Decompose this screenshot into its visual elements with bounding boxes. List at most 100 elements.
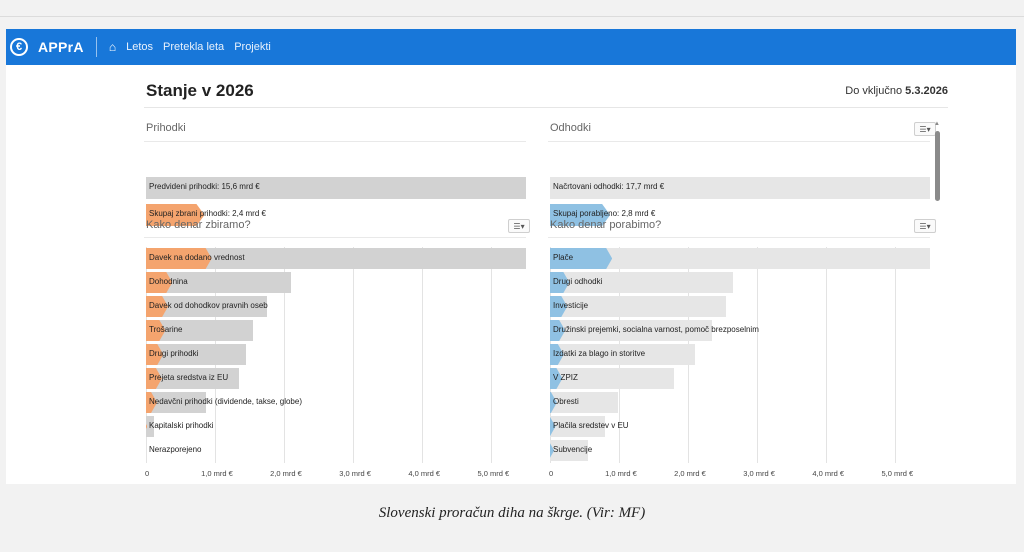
planned-bar[interactable]	[146, 416, 155, 437]
realised-bar[interactable]	[550, 416, 556, 437]
bar-fill	[146, 177, 526, 199]
grid-line	[284, 247, 286, 463]
x-tick-label: 2,0 mrd €	[674, 469, 706, 478]
realised-bar[interactable]	[146, 344, 163, 365]
planned-bar[interactable]	[146, 392, 207, 413]
x-tick-label: 4,0 mrd €	[812, 469, 845, 478]
scroll-up-icon[interactable]: ▲	[934, 121, 940, 127]
grid-line	[491, 247, 493, 463]
realised-bar[interactable]	[550, 368, 562, 389]
bar-label: Načrtovani odhodki: 17,7 mrd €	[553, 182, 665, 191]
planned-bar[interactable]	[550, 272, 734, 293]
summary-bar-planned: Načrtovani odhodki: 17,7 mrd €	[550, 177, 930, 199]
category-label: Subvencije	[553, 445, 593, 454]
section-title-odhodki: Odhodki	[550, 122, 591, 134]
home-icon[interactable]: ⌂	[108, 40, 117, 54]
planned-bar[interactable]	[146, 368, 240, 389]
category-label: Dohodnina	[149, 277, 188, 286]
chart-menu-button[interactable]: ☰▾	[914, 219, 936, 233]
planned-bar[interactable]	[550, 440, 588, 461]
bar-label: Skupaj zbrani prihodki: 2,4 mrd €	[149, 209, 266, 218]
x-tick-label: 3,0 mrd €	[339, 469, 371, 478]
realised-bar[interactable]	[146, 296, 168, 317]
bar-label: Skupaj porabljeno: 2,8 mrd €	[553, 209, 656, 218]
nav-separator	[95, 37, 97, 57]
planned-bar[interactable]	[550, 248, 930, 269]
planned-bar[interactable]	[550, 392, 618, 413]
bar-fill	[550, 204, 610, 226]
navbar: € APPrA ⌂ Letos Pretekla leta Projekti	[6, 29, 1016, 65]
brand-link[interactable]: APPrA	[38, 39, 84, 55]
category-label: Prejeta sredstva iz EU	[149, 373, 229, 382]
realised-bar[interactable]	[146, 272, 172, 293]
chart-menu-button[interactable]: ☰▾	[508, 219, 530, 233]
category-label: Investicije	[553, 301, 589, 310]
x-tick-label: 1,0 mrd €	[201, 469, 233, 478]
realised-bar[interactable]	[146, 416, 147, 437]
summary-bar-realised: Skupaj porabljeno: 2,8 mrd €	[550, 204, 930, 226]
x-tick-label: 5,0 mrd €	[881, 469, 914, 478]
planned-bar[interactable]	[550, 296, 727, 317]
date-value: 5.3.2026	[905, 85, 948, 97]
category-label: Trošarine	[149, 325, 183, 334]
category-label: Izdatki za blago in storitve	[553, 349, 646, 358]
planned-bar[interactable]	[146, 344, 247, 365]
planned-bar[interactable]	[146, 296, 267, 317]
realised-bar[interactable]	[550, 320, 565, 341]
chart-menu-button[interactable]: ☰▾	[914, 122, 936, 136]
scrollbar[interactable]: ▲	[934, 121, 940, 239]
nav-link-letos[interactable]: Letos	[126, 41, 154, 53]
x-tick-label: 0	[145, 469, 150, 478]
realised-bar[interactable]	[550, 440, 554, 461]
category-label: Kapitalski prihodki	[149, 421, 214, 430]
section-title-porabimo: Kako denar porabimo?	[550, 219, 662, 231]
realised-bar[interactable]	[550, 272, 569, 293]
section-divider	[548, 237, 930, 238]
x-tick-label: 5,0 mrd €	[477, 469, 510, 478]
planned-bar[interactable]	[550, 320, 713, 341]
nav-link-pretekla-leta[interactable]: Pretekla leta	[163, 41, 225, 53]
category-label: Drugi odhodki	[553, 277, 603, 286]
grid-line	[353, 247, 355, 463]
category-label: Obresti	[553, 397, 579, 406]
category-label: Davek na dodano vrednost	[149, 253, 245, 262]
planned-bar[interactable]	[146, 320, 254, 341]
grid-line	[757, 247, 759, 463]
main-content: Stanje v 2026 Do vključno 5.3.2026 Priho…	[144, 65, 948, 484]
planned-bar[interactable]	[146, 272, 292, 293]
realised-bar[interactable]	[146, 248, 212, 269]
category-label: Družinski prejemki, socialna varnost, po…	[553, 325, 759, 334]
date-label: Do vključno 5.3.2026	[845, 85, 948, 97]
category-label: Nedavčni prihodki (dividende, takse, glo…	[149, 397, 302, 406]
realised-bar[interactable]	[550, 392, 557, 413]
x-tick-label: 2,0 mrd €	[270, 469, 302, 478]
x-tick-label: 4,0 mrd €	[408, 469, 441, 478]
euro-icon: €	[10, 38, 28, 56]
bar-fill	[146, 204, 204, 226]
scroll-thumb[interactable]	[935, 131, 940, 201]
section-title-prihodki: Prihodki	[146, 122, 186, 134]
realised-bar[interactable]	[146, 320, 165, 341]
grid-line	[895, 247, 897, 463]
grid-line	[826, 247, 828, 463]
planned-bar[interactable]	[146, 248, 526, 269]
nav-link-projekti[interactable]: Projekti	[234, 41, 271, 53]
realised-bar[interactable]	[146, 368, 162, 389]
section-divider	[144, 237, 526, 238]
planned-bar[interactable]	[550, 344, 696, 365]
realised-bar[interactable]	[550, 296, 567, 317]
category-label: Plače	[553, 253, 574, 262]
planned-bar[interactable]	[550, 368, 675, 389]
x-tick-label: 1,0 mrd €	[605, 469, 637, 478]
date-prefix: Do vključno	[845, 85, 903, 97]
planned-bar[interactable]	[550, 416, 606, 437]
x-tick-label: 0	[549, 469, 554, 478]
summary-bar-realised: Skupaj zbrani prihodki: 2,4 mrd €	[146, 204, 526, 226]
realised-bar[interactable]	[550, 248, 612, 269]
title-divider	[144, 107, 948, 108]
realised-bar[interactable]	[550, 344, 564, 365]
category-label: Davek od dohodkov pravnih oseb	[149, 301, 268, 310]
section-title-zbiramo: Kako denar zbiramo?	[146, 219, 251, 231]
realised-bar[interactable]	[146, 392, 157, 413]
page-title: Stanje v 2026	[146, 81, 254, 100]
